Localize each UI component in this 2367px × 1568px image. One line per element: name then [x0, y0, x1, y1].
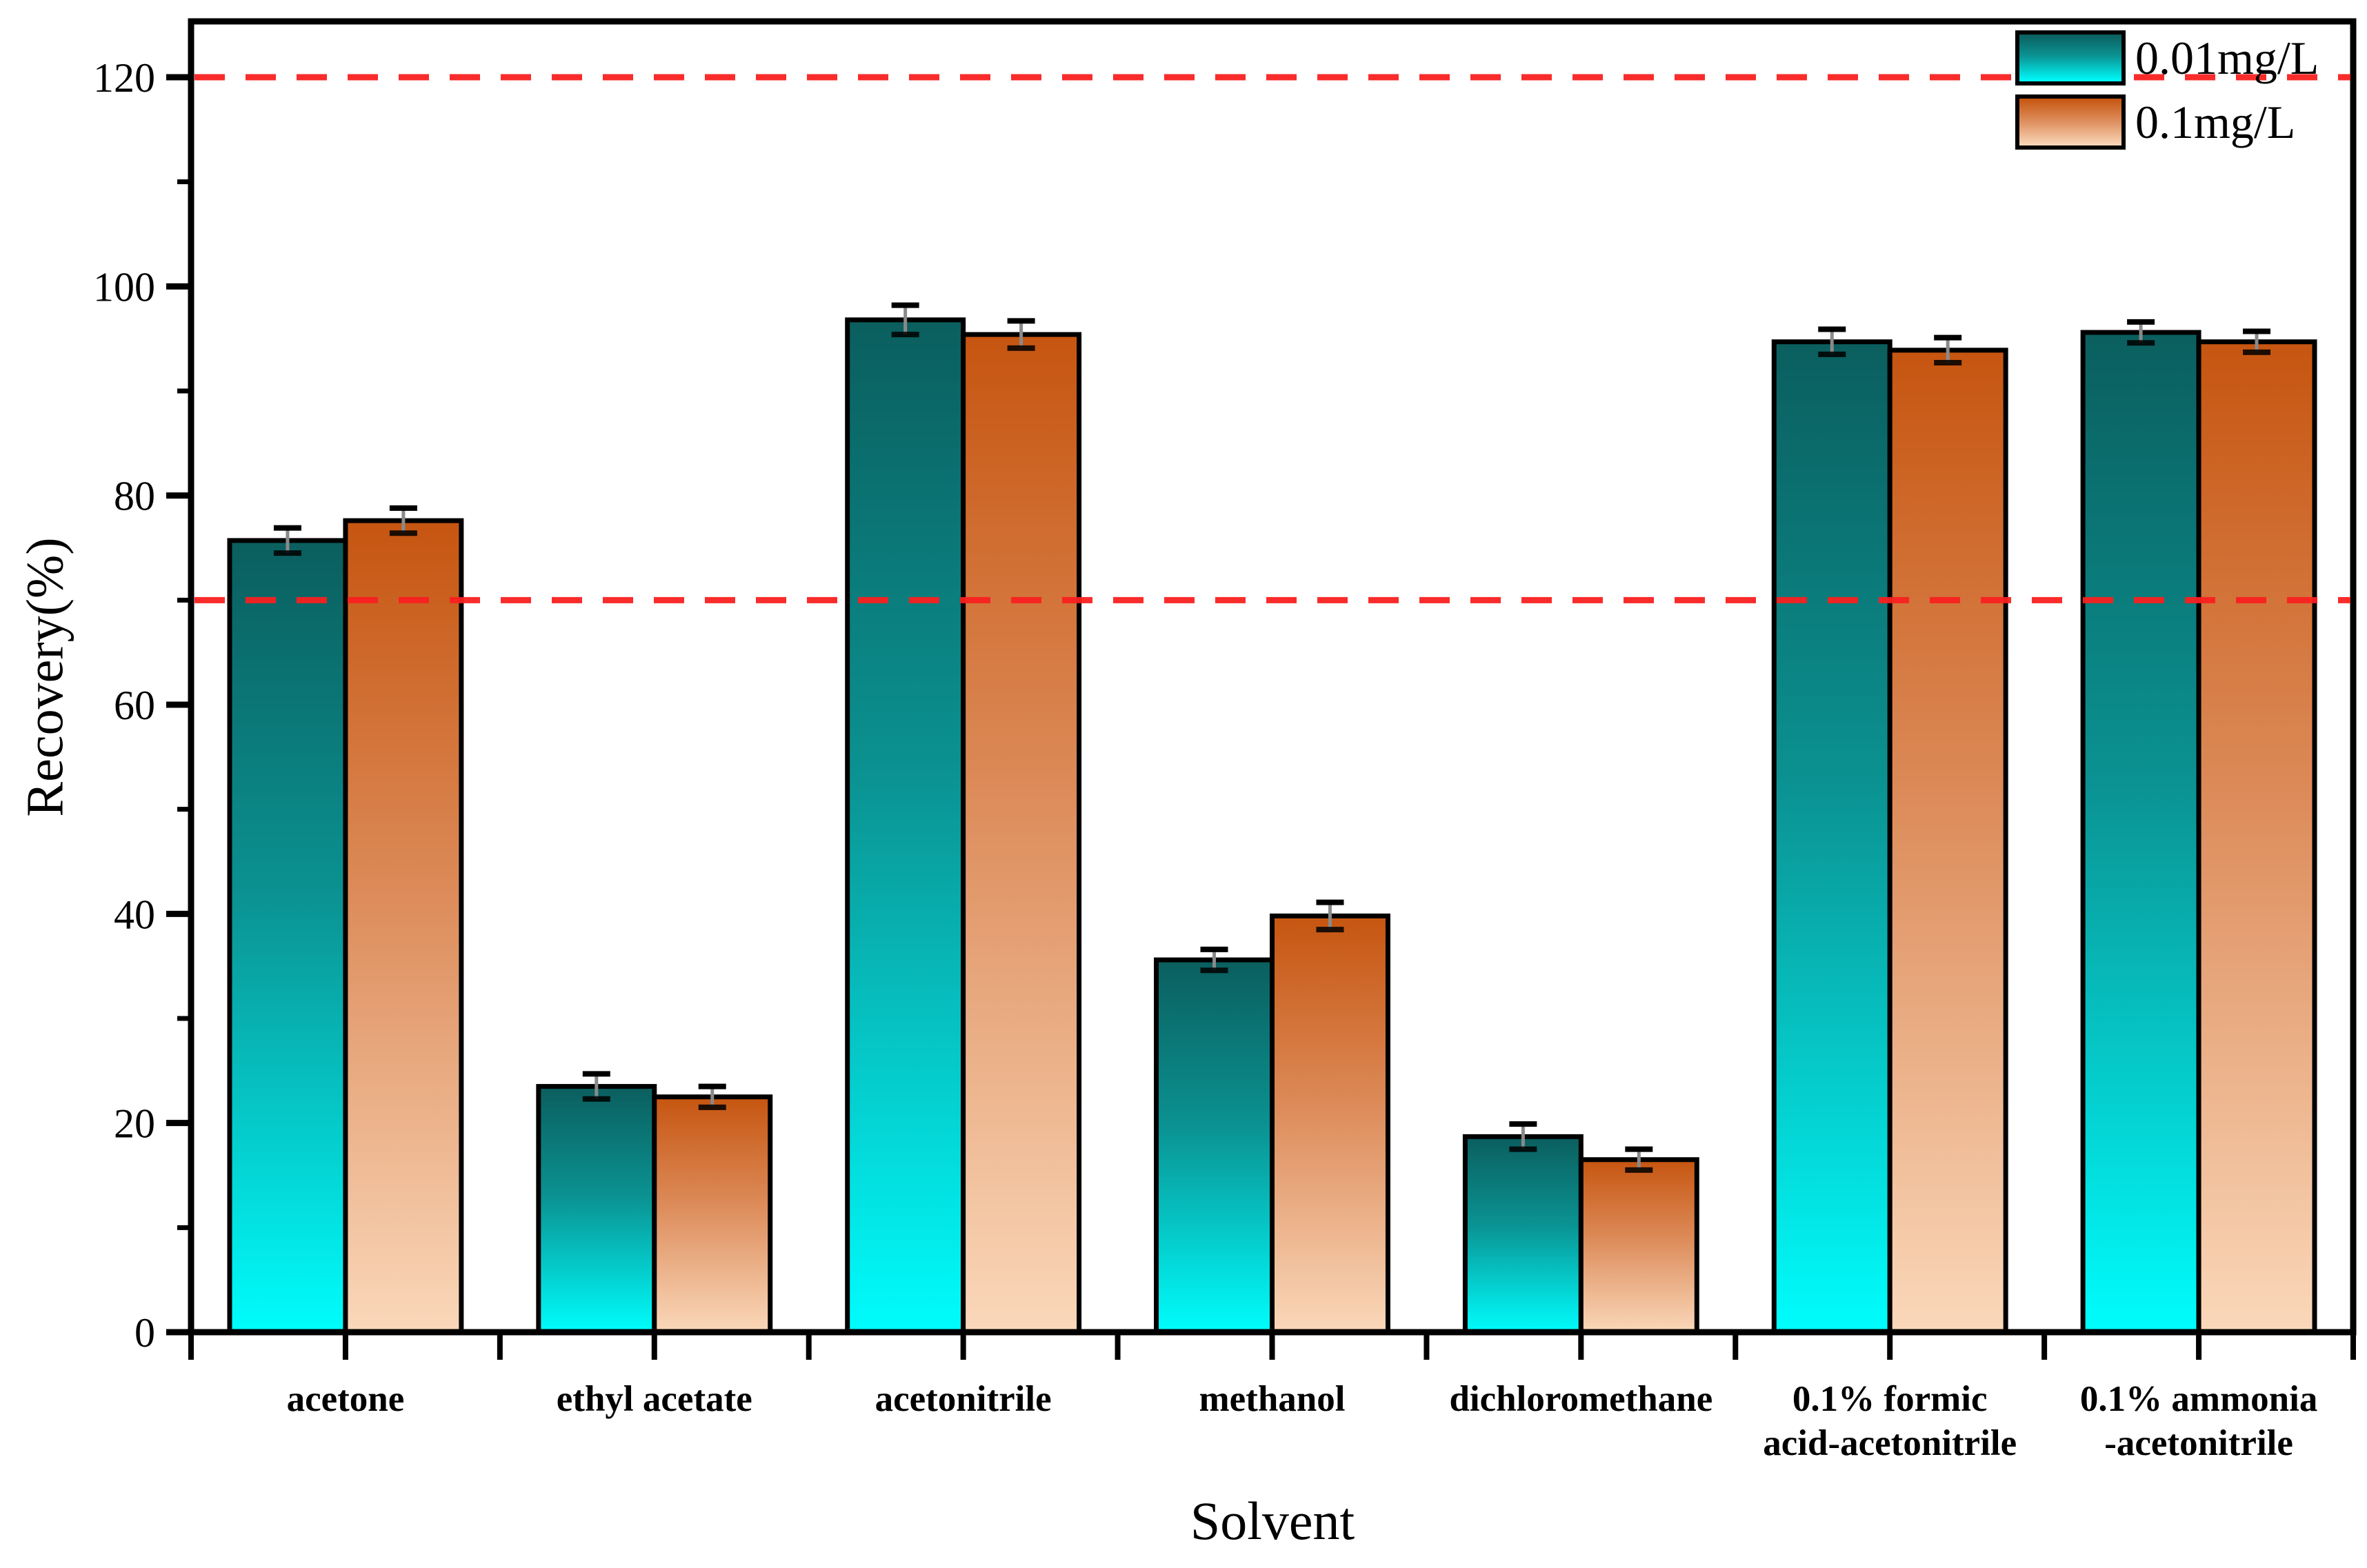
x-category-label-acetone: acetone	[287, 1379, 405, 1419]
bar-0.1mg/L-acetone	[343, 518, 464, 1335]
y-tick-label: 20	[114, 1101, 155, 1147]
legend-item-01mgL: 0.1mg/L	[2015, 94, 2319, 150]
bar-0.01mg/L-0.1% formic acid-acetonitrile	[1771, 339, 1892, 1335]
legend-label: 0.1mg/L	[2135, 96, 2296, 148]
bar-0.1mg/L-methanol	[1270, 913, 1390, 1335]
bar-0.01mg/L-acetonitrile	[845, 317, 966, 1335]
x-category-label-0.1% formic acid-acetonitrile: 0.1% formic acid-acetonitrile	[1763, 1379, 2017, 1463]
legend-item-001mgL: 0.01mg/L	[2015, 30, 2319, 86]
y-tick-label: 120	[93, 55, 155, 101]
x-category-label-methanol: methanol	[1199, 1379, 1346, 1419]
y-tick-label: 40	[114, 892, 155, 937]
axes-layer	[166, 18, 2357, 1360]
bar-0.01mg/L-0.1% ammonia -acetonitrile	[2080, 330, 2201, 1335]
bar-0.1mg/L-ethyl acetate	[652, 1094, 773, 1335]
x-category-label-acetonitrile: acetonitrile	[875, 1379, 1052, 1419]
bar-0.01mg/L-ethyl acetate	[536, 1084, 657, 1335]
bar-0.1mg/L-0.1% formic acid-acetonitrile	[1887, 348, 2008, 1335]
bar-0.01mg/L-methanol	[1154, 957, 1275, 1335]
x-category-label-0.1% ammonia -acetonitrile: 0.1% ammonia -acetonitrile	[2080, 1379, 2318, 1463]
bar-0.1mg/L-dichloromethane	[1578, 1157, 1699, 1335]
y-tick-label: 0	[134, 1310, 155, 1356]
bars-layer	[227, 317, 2317, 1335]
legend-swatch-teal-gradient	[2015, 30, 2126, 86]
y-tick-label: 60	[114, 683, 155, 728]
bar-0.01mg/L-dichloromethane	[1462, 1134, 1584, 1335]
y-tick-label: 100	[93, 264, 155, 310]
x-category-label-dichloromethane: dichloromethane	[1449, 1379, 1712, 1419]
legend: 0.01mg/L 0.1mg/L	[2015, 30, 2319, 150]
bar-0.1mg/L-0.1% ammonia -acetonitrile	[2196, 339, 2317, 1335]
reference-lines-layer	[194, 74, 2350, 603]
y-tick-label: 80	[114, 474, 155, 519]
labels-layer: 0 20 40 60 80 100 120 acetone ethyl acetate aceto…	[93, 55, 2317, 1463]
bar-0.01mg/L-acetone	[227, 538, 348, 1335]
bar-0.1mg/L-acetonitrile	[961, 332, 1082, 1335]
error-bars-layer	[273, 302, 2271, 1173]
x-category-label-ethyl acetate: ethyl acetate	[557, 1379, 752, 1419]
x-axis-title: Solvent	[1190, 1491, 1355, 1551]
y-axis-title: Recovery(%)	[16, 537, 74, 817]
legend-label: 0.01mg/L	[2135, 32, 2319, 84]
legend-swatch-orange-gradient	[2015, 94, 2126, 150]
